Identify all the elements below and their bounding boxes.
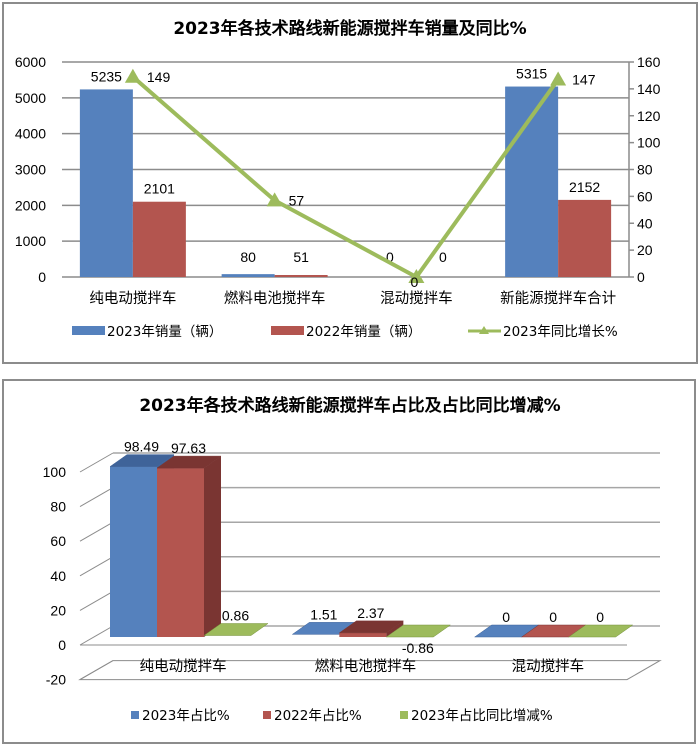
bar-value-label: 98.49 [124,439,159,455]
triangle-marker-icon [266,192,283,207]
triangle-marker-icon [550,71,567,86]
legend-label: 2023年占比% [142,708,230,724]
y-left-tick: 0 [38,269,46,285]
category-label: 纯电动搅拌车 [89,290,176,307]
bar-value-label: 0 [439,249,447,265]
bar-2022-share-side [204,456,221,637]
bar-2022-share-top [156,455,222,469]
legend-swatch [400,711,408,719]
legend-label: 2023年同比增长% [503,324,618,340]
category-label: 燃料电池搅拌车 [315,657,417,675]
legend-swatch [131,711,139,719]
y-tick: 40 [50,568,66,584]
bar-value-label: -0.86 [402,640,434,656]
legend-label: 2022年销量（辆） [306,324,421,340]
bar-2022-share [339,632,387,637]
triangle-marker-icon [124,68,141,83]
bar-share-change-top [567,624,634,638]
category-label: 混动搅拌车 [380,290,453,307]
category-label: 纯电动搅拌车 [140,658,227,675]
y-left-tick: 5000 [15,90,46,106]
triangle-marker-icon [408,269,425,283]
sidewall-gridline [79,590,114,611]
y-tick: 60 [50,533,66,549]
chart-title: 2023年各技术路线新能源搅拌车占比及占比同比增减% [139,395,560,416]
bar-value-label: 0 [502,609,510,625]
growth-value-label: 149 [147,69,171,85]
y-tick: 80 [50,499,66,515]
bar-value-label: 97.63 [171,440,206,456]
share-3d-bar-chart: 2023年各技术路线新能源搅拌车占比及占比同比增减% -20 0 20 40 60 80 10… [43,395,662,724]
growth-value-label: 147 [572,71,596,87]
legend-label: 2023年占比同比增减% [411,708,553,724]
category-label: 燃料电池搅拌车 [224,289,326,307]
bar-share-change-top [385,624,452,638]
sidewall-gridline [79,625,114,646]
legend-label: 2023年销量（辆） [107,324,222,340]
category-label: 新能源搅拌车合计 [500,290,616,307]
y-tick: 0 [58,637,66,653]
bar-2022-share-side [386,620,404,637]
bar-value-label: 2101 [144,181,175,197]
y-left-tick: 6000 [15,54,46,70]
y-right-tick: 100 [637,135,661,151]
legend-swatch [271,326,304,335]
sidewall-gridline [79,452,114,473]
y-tick: 20 [50,602,66,618]
y-left-tick: 3000 [15,162,46,178]
bar-2022 [132,201,186,277]
bar-2023 [221,274,275,277]
bar-value-label: 80 [240,249,256,265]
legend-swatch [263,711,271,719]
chart-title: 2023年各技术路线新能源搅拌车销量及同比% [173,18,526,39]
y-tick: -20 [46,672,66,688]
y-right-tick: 20 [637,242,653,258]
y-left-tick: 1000 [15,233,46,249]
y-tick: 100 [43,464,67,480]
bar-value-label: 2.37 [357,605,384,621]
bar-2022 [274,275,328,277]
bar-value-label: 1.51 [310,606,337,622]
growth-line [131,75,560,280]
bar-2023-share [110,466,157,637]
bar-value-label: 2152 [569,179,600,195]
bar-value-label: 51 [293,249,309,265]
y-right-tick: 120 [637,108,661,124]
bar-2023-share-top [109,454,175,467]
sidewall-gridline [79,487,114,508]
bar-2022-share [157,468,204,637]
y-right-tick: 160 [637,54,661,70]
bar-value-label: 0 [549,609,557,625]
sales-combo-chart: 2023年各技术路线新能源搅拌车销量及同比%010002000300040005… [15,18,661,340]
growth-value-label: 57 [289,192,305,208]
bar-2022 [558,199,612,277]
legend-label: 2022年占比% [274,708,362,724]
bar-value-label: 0 [386,249,394,265]
bar-value-label: 0.86 [222,608,249,624]
bar-value-label: 0 [596,609,604,625]
y-left-tick: 2000 [15,197,46,213]
y-right-tick: 0 [637,269,645,285]
bar-value-label: 5315 [516,66,547,82]
y-right-tick: 40 [637,215,653,231]
bar-2023 [79,89,133,277]
category-band [78,660,662,681]
legend-swatch [72,326,105,335]
y-left-tick: 4000 [15,126,46,142]
sidewall-gridline [79,556,114,577]
category-label: 混动搅拌车 [512,658,585,675]
bar-value-label: 5235 [91,68,122,84]
y-right-tick: 60 [637,188,653,204]
bar-2022-share-top [338,620,405,634]
bar-share-change-top [203,623,269,636]
y-right-tick: 80 [637,162,653,178]
legend-triangle-icon [479,326,489,334]
sidewall-gridline [79,521,114,542]
y-right-tick: 140 [637,81,661,97]
growth-value-label: 0 [410,274,418,290]
